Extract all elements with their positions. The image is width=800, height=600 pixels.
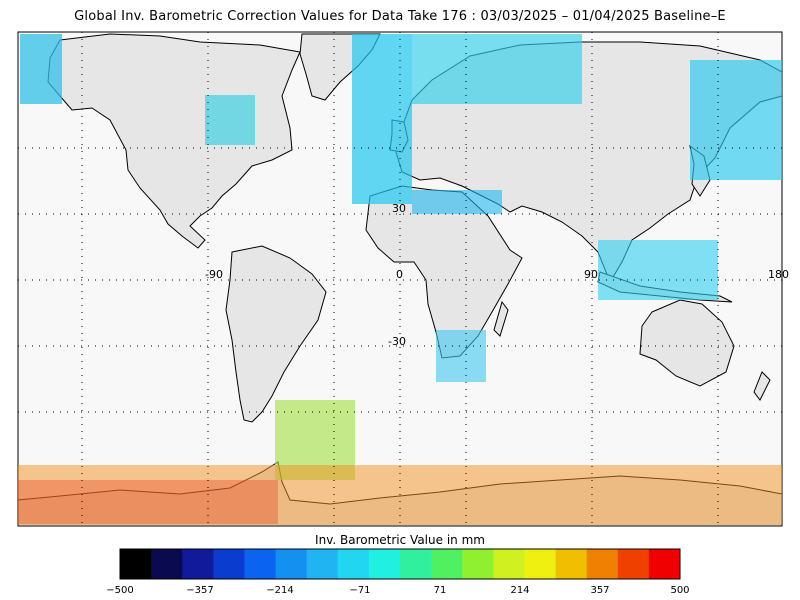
colorbar-cell	[120, 549, 152, 579]
colorbar-cell	[400, 549, 432, 579]
colorbar-tick: 71	[433, 585, 447, 596]
colorbar-cell	[431, 549, 463, 579]
lat-label-30: 30	[392, 202, 406, 215]
colorbar-tick: −500	[106, 585, 134, 596]
colorbar-tick: 357	[590, 585, 610, 596]
landmass-south-america	[225, 245, 327, 423]
colorbar-cell	[617, 549, 650, 579]
colorbar-cell	[182, 549, 214, 579]
lon-label-90: 90	[584, 268, 598, 281]
colorbar-tick: −71	[349, 585, 371, 596]
track-swath-arctic-west	[20, 34, 62, 104]
lon-label-0: 0	[396, 268, 403, 281]
track-swath-mediterranean	[412, 190, 502, 214]
colorbar-cell	[275, 549, 308, 579]
colorbar-cell	[524, 549, 557, 579]
landmass-madagascar	[493, 300, 509, 337]
colorbar-tick: 500	[670, 585, 690, 596]
colorbar-cell	[151, 549, 183, 579]
landmass-new-zealand	[753, 371, 771, 401]
colorbar-cell	[462, 549, 494, 579]
colorbar-cell	[337, 549, 370, 579]
track-swath-nordic	[412, 34, 582, 104]
colorbar-tick: 214	[510, 585, 530, 596]
track-swath-north-atlantic	[352, 34, 412, 204]
colorbar-cell	[648, 549, 681, 579]
colorbar-title: Inv. Barometric Value in mm	[315, 533, 485, 547]
track-swath-south-africa	[436, 330, 486, 382]
lon-label-minus-90: -90	[205, 268, 223, 281]
lon-label-180: 180	[768, 268, 789, 281]
track-swath-southern-ocean-core	[18, 480, 278, 524]
colorbar-cell	[555, 549, 588, 579]
track-swath-arctic-east	[690, 60, 782, 180]
landmass-north-america	[47, 33, 301, 249]
colorbar-tick: −357	[186, 585, 214, 596]
colorbar-border	[119, 548, 681, 580]
colorbar-cell	[244, 549, 277, 579]
page-title: Global Inv. Barometric Correction Values…	[74, 9, 726, 24]
colorbar-cell	[213, 549, 245, 579]
track-swath-indonesia	[598, 240, 718, 300]
colorbar-cell	[586, 549, 619, 579]
colorbar	[120, 549, 681, 579]
lat-label-minus-30: -30	[388, 335, 406, 348]
track-swath-hudson	[205, 95, 255, 145]
colorbar-cell	[368, 549, 401, 579]
colorbar-cell	[306, 549, 339, 579]
colorbar-tick: −214	[266, 585, 294, 596]
colorbar-cell	[493, 549, 525, 579]
landmass-australia	[639, 299, 735, 387]
